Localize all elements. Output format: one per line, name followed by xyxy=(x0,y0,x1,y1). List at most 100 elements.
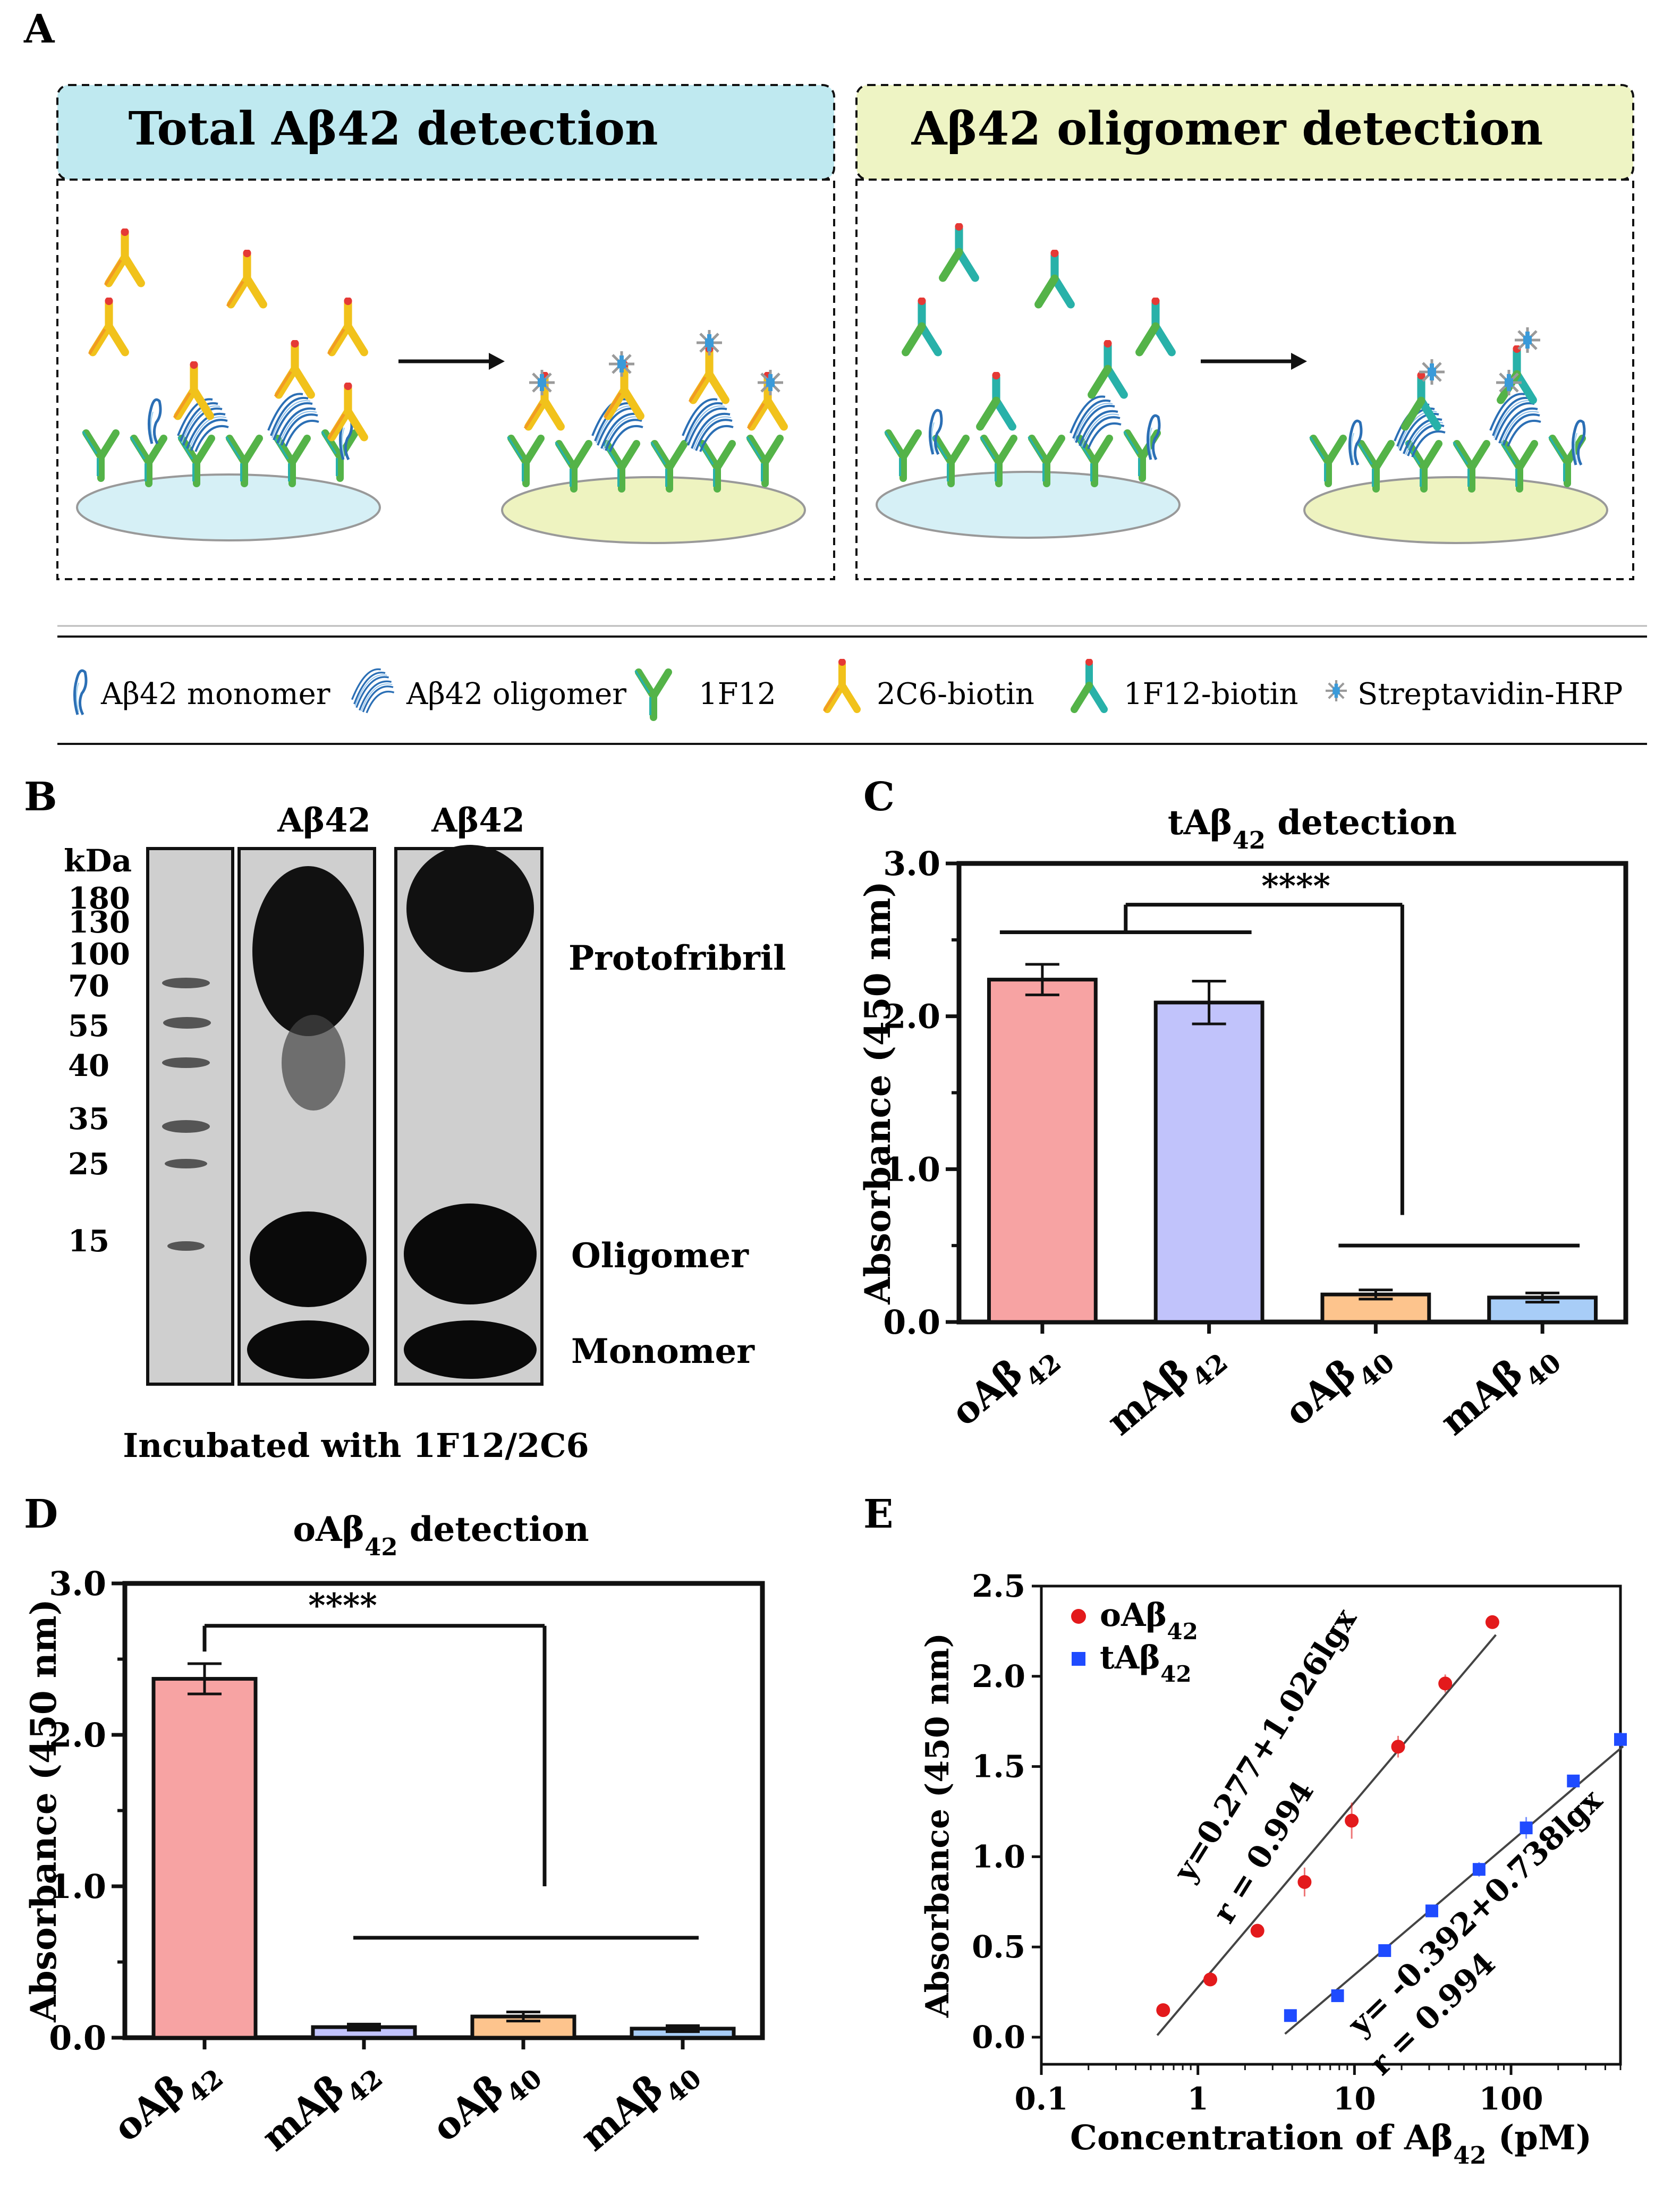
panel-d-label: D xyxy=(24,1491,58,1537)
band-label-monomer: Monomer xyxy=(571,1332,755,1371)
x-tick-label: 100 xyxy=(1479,2081,1543,2117)
data-point xyxy=(1438,1676,1453,1691)
hrp xyxy=(758,370,783,395)
legend-label: Aβ42 monomer xyxy=(100,677,330,711)
lane-header: Aβ42 xyxy=(431,801,525,840)
legend-label: 1F12 xyxy=(699,677,776,711)
y-tick-label: 1.0 xyxy=(883,1150,940,1189)
significance-stars: **** xyxy=(308,1586,377,1625)
total-detection-title: Total Aβ42 detection xyxy=(129,102,658,156)
hrp xyxy=(1419,359,1445,385)
y-axis-label: Absorbance (450 nm) xyxy=(857,881,898,1304)
bar xyxy=(1153,1001,1264,1324)
streptavidin-hrp-icon xyxy=(1326,680,1347,701)
legend-marker xyxy=(1072,1652,1085,1666)
y-axis-label: Absorbance (450 nm) xyxy=(23,1599,64,2022)
y-tick-label: 1.0 xyxy=(972,1838,1025,1875)
x-tick-label: mAβ42 xyxy=(253,2043,388,2169)
capture-antibody xyxy=(83,431,116,478)
detection-antibody xyxy=(1140,297,1172,352)
ladder-bands xyxy=(162,978,211,1251)
scheme-total-after xyxy=(501,330,806,544)
x-tick-label: oAβ40 xyxy=(423,2043,548,2160)
chart-title: oAβ42 detection xyxy=(293,1510,589,1561)
data-point xyxy=(1567,1774,1580,1787)
detection-antibody xyxy=(275,340,311,396)
detection-antibody xyxy=(89,297,125,354)
oligomer xyxy=(682,398,734,453)
y-axis-label: Absorbance (450 nm) xyxy=(919,1633,956,2018)
detection-antibody xyxy=(227,249,263,306)
y-tick-label: 0.0 xyxy=(883,1303,940,1342)
total-detection-box: Total Aβ42 detection xyxy=(56,84,835,580)
data-point xyxy=(1156,2003,1170,2018)
data-point xyxy=(1378,1944,1391,1957)
kda-title: kDa xyxy=(64,843,132,879)
legend-label: 1F12-biotin xyxy=(1124,677,1298,711)
y-tick-label: 2.0 xyxy=(49,1716,106,1755)
1f12-antibody-icon xyxy=(635,671,668,717)
capture-antibody xyxy=(747,437,780,484)
capture-antibody xyxy=(508,437,541,484)
monomer xyxy=(149,400,160,444)
capture-antibody xyxy=(885,431,918,478)
capture-antibody xyxy=(131,437,164,484)
total-body-box xyxy=(56,179,835,580)
bar xyxy=(151,1677,258,2040)
capture-antibody xyxy=(1124,431,1157,478)
y-tick-label: 2.0 xyxy=(972,1658,1025,1694)
band-label-protofibril: Protofribril xyxy=(568,938,786,978)
y-tick-label: 1.0 xyxy=(49,1867,106,1906)
1f12-biotin-antibody-icon xyxy=(1074,658,1104,709)
y-tick-label: 0.0 xyxy=(49,2019,106,2057)
x-tick-label: oAβ42 xyxy=(105,2043,229,2160)
kda-marker: 55 xyxy=(68,1008,109,1044)
y-tick-label: 0.0 xyxy=(972,2019,1025,2055)
plate-olig-after xyxy=(1303,476,1608,544)
legend-label: Aβ42 oligomer xyxy=(406,677,626,711)
scheme-olig-after xyxy=(1303,327,1608,544)
lane-header: Aβ42 xyxy=(277,801,371,840)
kda-marker: 180 xyxy=(68,881,130,916)
panel-a-label: A xyxy=(23,6,55,52)
2c6-biotin-antibody-icon xyxy=(824,658,857,711)
data-point xyxy=(1297,1875,1312,1889)
monomer-icon xyxy=(74,671,86,715)
scheme-olig-before xyxy=(876,223,1181,539)
x-tick-label: oAβ42 xyxy=(943,1327,1067,1444)
fit-equation: y= -0.392+0.738lgx xyxy=(1340,1782,1609,2043)
panel-b-label: B xyxy=(24,774,57,820)
x-tick-label: 0.1 xyxy=(1015,2081,1068,2117)
capture-antibody xyxy=(322,431,355,478)
detection-antibody xyxy=(1092,340,1124,395)
ladder-lane xyxy=(146,847,234,1386)
y-tick-label: 1.5 xyxy=(972,1749,1025,1785)
data-point xyxy=(1345,1813,1359,1828)
y-tick-label: 2.0 xyxy=(883,997,940,1036)
hrp xyxy=(609,351,634,377)
plate-total-before xyxy=(76,473,381,541)
chart-title: tAβ42 detection xyxy=(1168,803,1457,854)
kda-marker: 15 xyxy=(68,1224,109,1259)
lane-2-bands xyxy=(404,845,537,1379)
oligomer-body-box xyxy=(855,179,1634,580)
y-tick-label: 3.0 xyxy=(883,844,940,883)
kda-marker: 35 xyxy=(68,1101,109,1137)
chart-calibration-curves: 0.0 0.5 1.0 1.5 2.0 2.5 0.1 1 10 100Concentration… xyxy=(919,1568,1627,2169)
data-point xyxy=(1520,1821,1533,1835)
y-tick-label: 0.5 xyxy=(972,1929,1025,1965)
fit-line xyxy=(1284,1745,1624,2035)
blot-caption: Incubated with 1F12/2C6 xyxy=(123,1426,589,1465)
oligomer-detection-title: Aβ42 oligomer detection xyxy=(911,102,1543,156)
fit-line xyxy=(1156,1634,1497,2036)
detection-antibody xyxy=(906,297,938,352)
detection-antibody xyxy=(105,228,141,285)
capture-antibody xyxy=(1310,437,1343,484)
data-point xyxy=(1472,1863,1486,1876)
